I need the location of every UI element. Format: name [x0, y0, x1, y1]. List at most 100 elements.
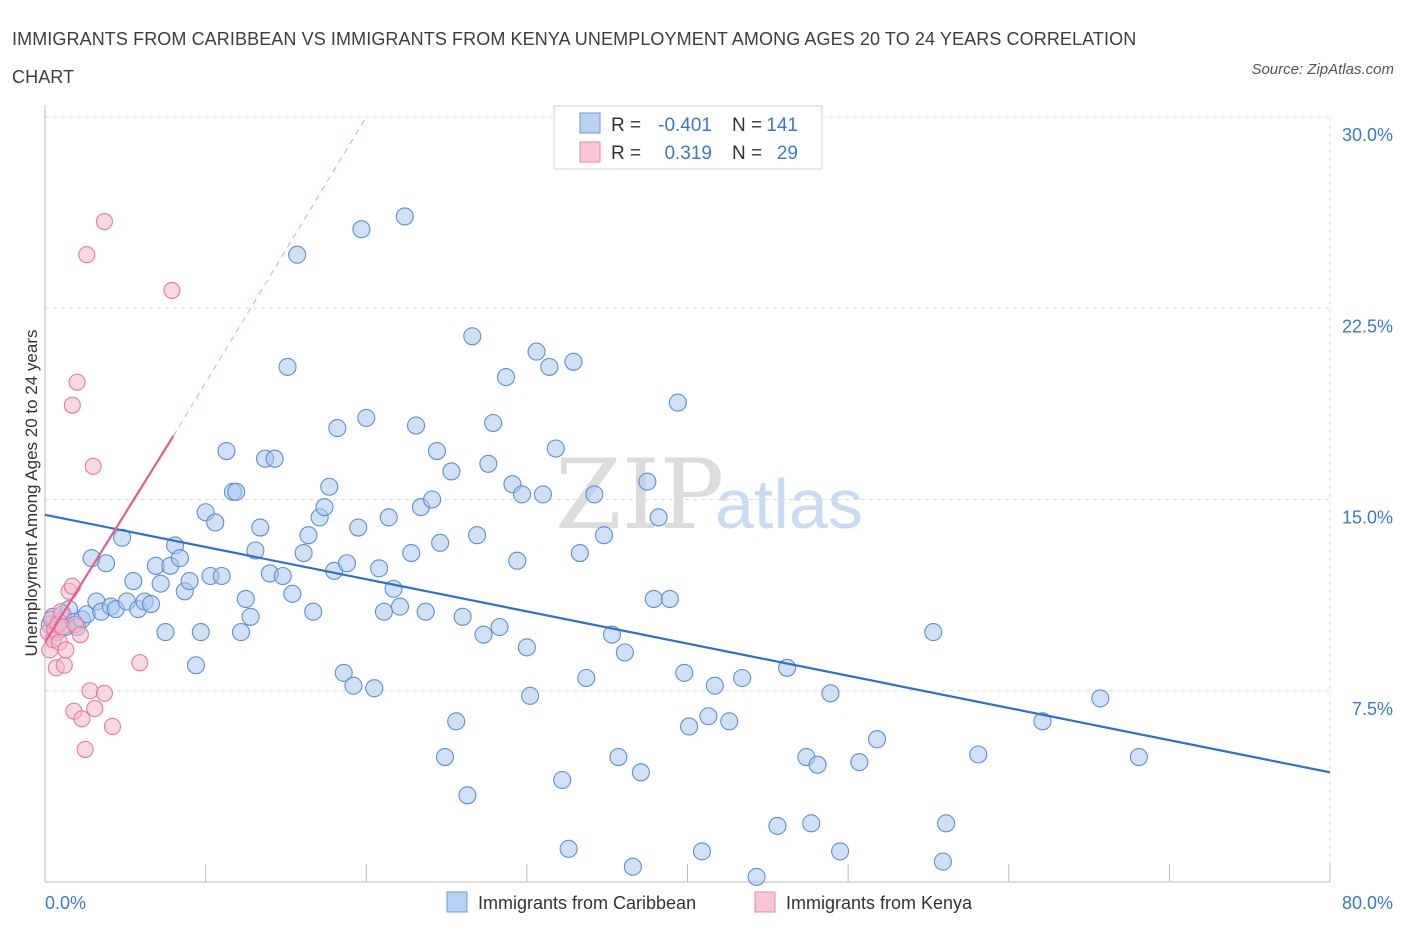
point-caribbean	[564, 352, 583, 371]
point-caribbean	[170, 549, 189, 568]
point-kenya	[163, 281, 181, 299]
point-caribbean	[553, 770, 572, 790]
point-caribbean	[212, 566, 231, 586]
point-caribbean	[423, 490, 442, 509]
point-caribbean	[124, 572, 143, 591]
point-caribbean	[668, 393, 687, 412]
point-caribbean	[699, 707, 718, 726]
point-caribbean	[453, 607, 472, 626]
point-kenya	[68, 373, 86, 391]
point-caribbean	[447, 712, 466, 731]
point-caribbean	[431, 533, 450, 552]
point-caribbean	[631, 763, 650, 782]
axes	[44, 105, 1331, 883]
point-caribbean	[370, 559, 389, 578]
point-kenya	[95, 684, 113, 702]
point-caribbean	[490, 617, 509, 637]
point-caribbean	[241, 607, 260, 626]
point-caribbean	[508, 551, 527, 570]
point-caribbean	[733, 668, 752, 688]
y-tick-label: 22.5%	[1342, 316, 1393, 336]
point-caribbean	[406, 416, 426, 435]
point-caribbean	[141, 594, 161, 614]
point-caribbean	[344, 676, 363, 695]
point-caribbean	[186, 656, 206, 675]
point-caribbean	[808, 755, 827, 774]
point-caribbean	[867, 730, 887, 749]
point-caribbean	[337, 554, 357, 573]
point-caribbean	[527, 342, 546, 361]
point-caribbean	[680, 717, 699, 736]
series-legend-label-kenya: Immigrants from Kenya	[786, 893, 973, 913]
point-caribbean	[334, 663, 353, 682]
point-caribbean	[442, 462, 461, 481]
legend-r-value-kenya: 0.319	[664, 143, 712, 164]
point-caribbean	[96, 554, 116, 573]
point-caribbean	[299, 526, 318, 545]
point-caribbean	[206, 513, 225, 532]
point-caribbean	[227, 482, 246, 501]
point-caribbean	[416, 602, 435, 621]
point-caribbean	[831, 842, 850, 861]
point-caribbean	[924, 623, 943, 642]
point-kenya	[57, 641, 75, 659]
point-kenya	[63, 577, 81, 595]
series-kenya-points	[39, 213, 181, 758]
point-caribbean	[546, 439, 565, 458]
legend-n-value-caribbean: 141	[766, 115, 798, 136]
point-caribbean	[402, 543, 421, 563]
x-tick-label: 80.0%	[1342, 893, 1393, 913]
tick-labels: 7.5% 15.0% 22.5% 30.0% 0.0% 80.0%	[45, 125, 1393, 913]
y-axis-label: Unemployment Among Ages 20 to 24 years	[22, 330, 41, 657]
point-kenya	[78, 246, 96, 264]
point-caribbean	[288, 245, 307, 264]
source-credit: Source: ZipAtlas.com	[1251, 61, 1394, 78]
legend-swatch-kenya	[579, 141, 601, 163]
point-caribbean	[395, 207, 414, 226]
point-kenya	[55, 656, 73, 674]
series-legend-swatch-caribbean	[446, 891, 468, 913]
point-kenya	[86, 700, 104, 718]
point-caribbean	[720, 712, 739, 731]
legend-r-value-caribbean: -0.401	[658, 115, 712, 136]
point-caribbean	[468, 526, 487, 545]
point-kenya	[103, 717, 122, 736]
series-legend-swatch-kenya	[754, 891, 776, 913]
point-caribbean	[747, 867, 766, 886]
point-caribbean	[304, 602, 323, 621]
point-caribbean	[484, 413, 503, 433]
legend-n-value-kenya: 29	[777, 143, 798, 164]
correlation-legend: R = -0.401 N = 141 R = 0.319 N = 29	[553, 105, 823, 170]
point-caribbean	[1129, 747, 1148, 767]
point-kenya	[71, 626, 89, 644]
point-caribbean	[675, 663, 694, 682]
point-caribbean	[623, 857, 642, 876]
point-caribbean	[644, 589, 663, 609]
point-kenya	[95, 213, 113, 231]
point-caribbean	[390, 597, 410, 616]
point-kenya	[73, 710, 91, 728]
point-kenya	[84, 457, 102, 475]
series-legend: Immigrants from Caribbean Immigrants fro…	[446, 891, 973, 913]
point-caribbean	[463, 327, 482, 346]
point-caribbean	[1033, 712, 1052, 731]
point-caribbean	[151, 574, 170, 593]
point-caribbean	[435, 747, 455, 767]
point-caribbean	[570, 543, 589, 563]
point-caribbean	[533, 485, 552, 504]
watermark-atlas: atlas	[715, 465, 863, 543]
point-caribbean	[374, 602, 393, 621]
point-caribbean	[365, 679, 384, 698]
point-caribbean	[937, 814, 956, 833]
trend-line-caribbean	[44, 513, 1331, 774]
point-caribbean	[594, 526, 614, 545]
point-caribbean	[236, 589, 255, 609]
point-caribbean	[496, 368, 516, 387]
watermark-zip: ZIP	[555, 439, 724, 551]
y-tick-label: 15.0%	[1342, 508, 1393, 528]
point-caribbean	[246, 541, 265, 560]
point-caribbean	[802, 814, 821, 833]
point-caribbean	[615, 643, 634, 662]
point-kenya	[76, 740, 94, 758]
point-caribbean	[850, 753, 869, 772]
